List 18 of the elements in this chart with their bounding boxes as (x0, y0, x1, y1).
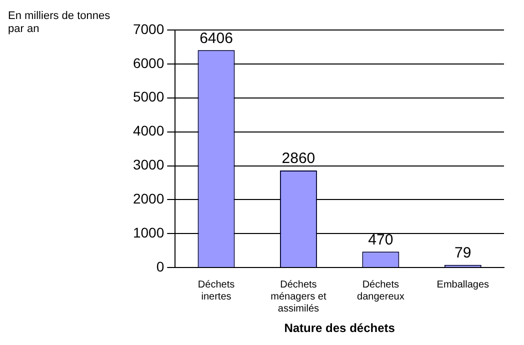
x-axis-title: Nature des déchets (284, 321, 396, 336)
y-tick-label: 6000 (132, 54, 164, 71)
y-tick-label: 3000 (132, 156, 164, 173)
x-tick-label: Emballages (436, 279, 490, 290)
y-axis-title: En milliers de tonnes par an (8, 10, 112, 36)
data-label: 2860 (282, 150, 316, 168)
y-tick-label: 1000 (132, 224, 164, 241)
x-tick-label: Déchets dangereux (357, 279, 404, 302)
y-tick-label: 2000 (132, 190, 164, 207)
data-label: 470 (368, 231, 394, 248)
data-label: 79 (454, 244, 472, 262)
y-tick-label: 5000 (132, 88, 164, 105)
y-tick-label: 4000 (132, 122, 164, 139)
x-tick-label: Déchets ménagers et assimilés (270, 279, 326, 314)
data-label: 6406 (200, 30, 233, 47)
x-tick-label: Déchets inertes (198, 279, 235, 302)
y-tick-label: 7000 (132, 20, 164, 37)
y-tick-label: 0 (156, 258, 164, 274)
